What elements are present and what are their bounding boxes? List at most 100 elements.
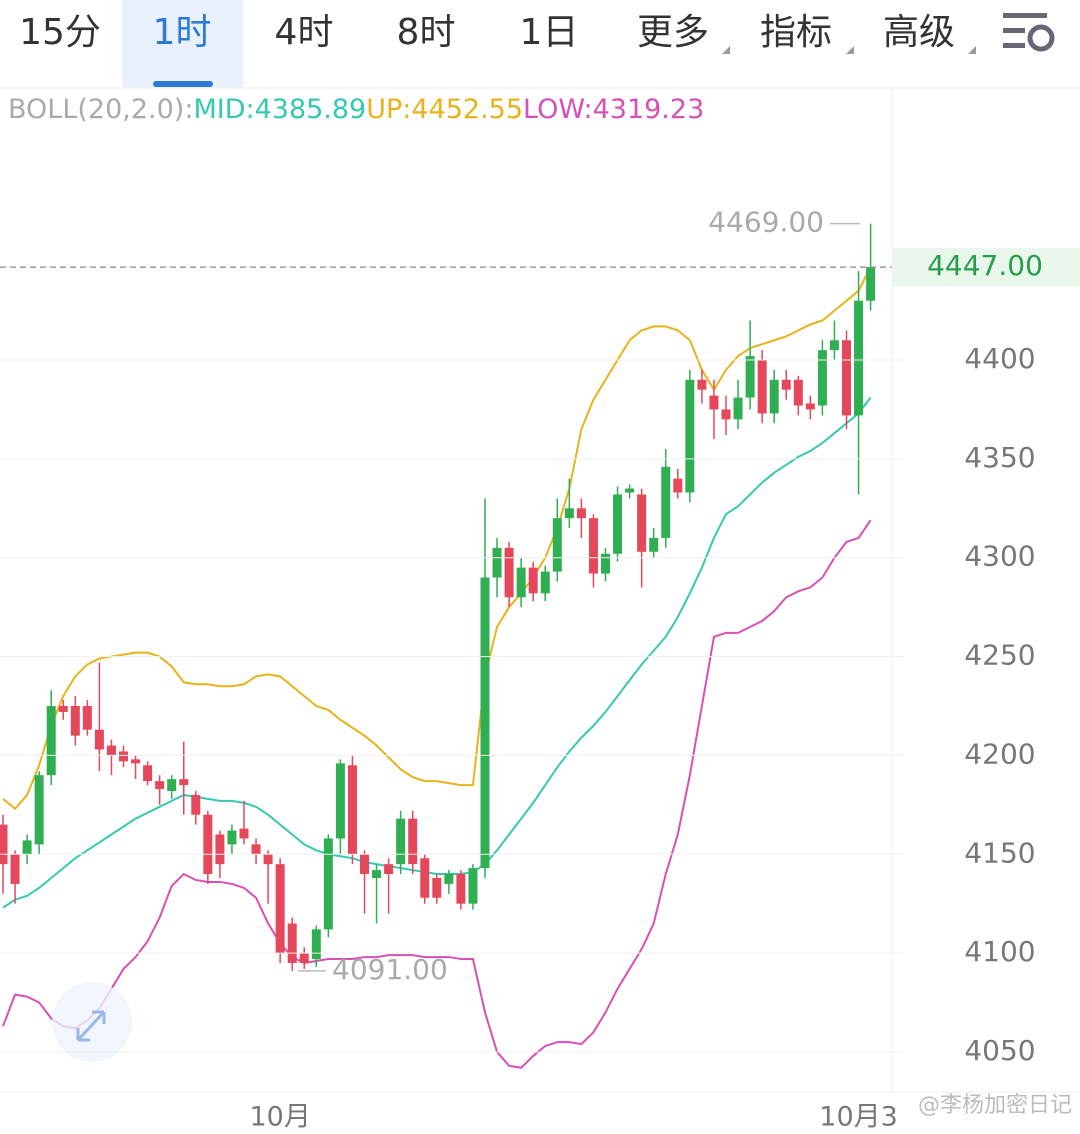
boll-line xyxy=(2,396,872,909)
tab[interactable]: 高级 xyxy=(883,12,955,53)
candle-body xyxy=(432,877,442,898)
candle-body xyxy=(119,751,128,762)
candle-body xyxy=(793,379,803,406)
last-price-box xyxy=(893,248,1080,287)
candle-body xyxy=(239,828,249,839)
y-tick-label: 4100 xyxy=(964,935,1035,968)
candle-body xyxy=(191,794,201,815)
active-tab-indicator xyxy=(153,81,213,87)
candle-body xyxy=(263,854,273,865)
candle-body xyxy=(866,267,876,301)
candle-body xyxy=(372,870,382,878)
candle-body xyxy=(709,395,719,410)
y-tick-label: 4150 xyxy=(964,836,1035,869)
tab[interactable]: 15分 xyxy=(19,12,101,53)
candle-body xyxy=(323,838,333,930)
candle-body xyxy=(540,571,550,594)
candle-body xyxy=(492,547,502,578)
tab[interactable]: 4时 xyxy=(275,12,334,53)
candle-body xyxy=(335,763,345,839)
candle-body xyxy=(576,508,586,519)
boll-line xyxy=(2,266,872,811)
expand-button[interactable] xyxy=(52,982,132,1062)
candle-body xyxy=(817,350,827,406)
candle-body xyxy=(516,567,526,598)
candle-body xyxy=(22,840,32,855)
y-tick-label: 4300 xyxy=(964,540,1035,573)
candle-body xyxy=(805,403,815,410)
candle-body xyxy=(143,765,153,782)
x-tick-label: 10月 xyxy=(249,1102,310,1133)
candle-body xyxy=(215,834,225,865)
candle-body xyxy=(480,577,490,869)
candle-body xyxy=(408,818,418,865)
candle-body xyxy=(601,553,610,574)
candle-body xyxy=(0,824,8,865)
candle-body xyxy=(275,864,285,954)
candle-body xyxy=(251,844,261,855)
candle-body xyxy=(721,409,731,420)
x-tick-label: 10月3 xyxy=(819,1102,898,1133)
candle-body xyxy=(70,705,80,736)
candle-body xyxy=(58,705,68,712)
candle-body xyxy=(588,518,598,574)
candle-body xyxy=(733,397,743,420)
candle-body xyxy=(637,494,647,552)
tab[interactable]: 更多 xyxy=(637,12,709,53)
plot-area xyxy=(0,223,876,1069)
candle-body xyxy=(673,478,683,493)
tab[interactable]: 1日 xyxy=(520,12,579,53)
candle-body xyxy=(468,868,478,904)
legend-entry: BOLL(20,2.0): xyxy=(8,94,193,125)
settings-icon[interactable] xyxy=(1003,13,1055,52)
candle-body xyxy=(106,745,116,756)
candle-body xyxy=(34,775,44,845)
dropdown-arrow xyxy=(846,46,854,54)
candle-body xyxy=(131,759,141,764)
candle-body xyxy=(94,729,104,750)
candle-body xyxy=(360,854,369,875)
watermark: @李杨加密日记 xyxy=(918,1093,1072,1118)
candle-body xyxy=(444,874,454,884)
candle-body xyxy=(528,567,538,594)
tab[interactable]: 指标 xyxy=(760,12,832,53)
y-tick-label: 4400 xyxy=(964,342,1035,375)
boll-line xyxy=(2,519,872,1069)
y-tick-label: 4200 xyxy=(964,737,1035,770)
candle-body xyxy=(649,537,659,552)
candle-body xyxy=(203,814,213,875)
candle-body xyxy=(82,705,92,730)
candle-body xyxy=(420,858,430,898)
candle-body xyxy=(456,874,466,904)
candle-body xyxy=(287,923,297,963)
y-tick-label: 4350 xyxy=(964,441,1035,474)
legend-entry: MID:4385.89 xyxy=(193,94,366,125)
dropdown-arrow xyxy=(968,46,976,54)
legend: BOLL(20,2.0):MID:4385.89UP:4452.55LOW:43… xyxy=(8,94,704,125)
candle-body xyxy=(227,830,237,845)
candle-body xyxy=(155,781,165,790)
candle-body xyxy=(299,953,309,963)
tab[interactable]: 1时 xyxy=(153,12,212,53)
candle-body xyxy=(564,508,574,519)
candle-body xyxy=(384,864,394,875)
candle-body xyxy=(745,356,755,398)
candle-body xyxy=(781,379,791,390)
candle-body xyxy=(167,779,177,792)
candle-body xyxy=(10,854,20,884)
candle-body xyxy=(769,379,779,414)
dropdown-arrow xyxy=(722,46,730,54)
tab[interactable]: 8时 xyxy=(397,12,456,53)
y-tick-label: 4250 xyxy=(964,639,1035,672)
candle-body xyxy=(685,379,695,493)
legend-entry: LOW:4319.23 xyxy=(523,94,704,125)
min-label: 4091.00 xyxy=(332,953,448,986)
candle-body xyxy=(347,765,357,855)
candle-body xyxy=(613,494,623,554)
last-price-label: 4447.00 xyxy=(927,249,1043,282)
candle-body xyxy=(697,379,707,390)
candle-body xyxy=(842,340,851,416)
candle-body xyxy=(46,705,56,776)
candle-body xyxy=(625,488,635,493)
